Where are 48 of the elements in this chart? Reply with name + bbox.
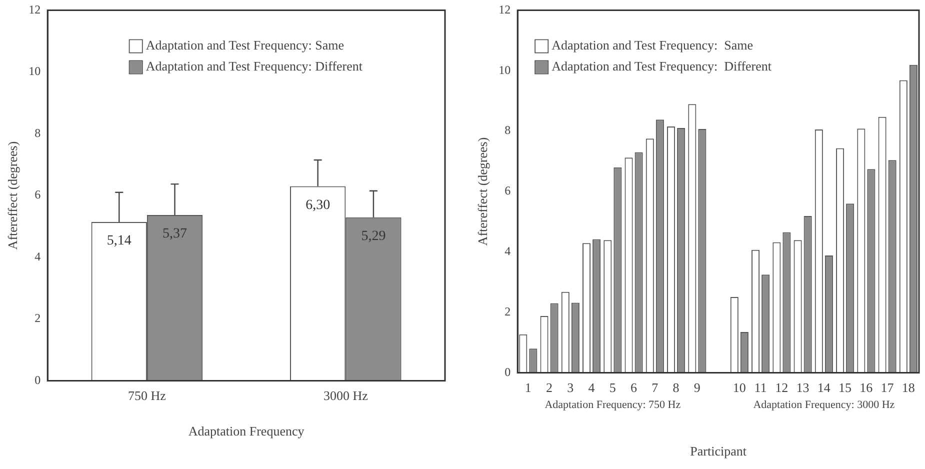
x-tick-label: 3 — [567, 380, 574, 396]
legend-label: Adaptation and Test Frequency: Different — [146, 58, 363, 74]
x-tick-label: 12 — [775, 380, 788, 396]
x-tick-label: 5 — [609, 380, 616, 396]
text: Adaptation Frequency: 3000 Hz — [753, 399, 895, 412]
x-tick-label: 4 — [588, 380, 596, 396]
y-tick-label: 12 — [498, 2, 511, 16]
y-tick-label: 8 — [504, 123, 511, 138]
x-tick-label: 3000 Hz — [323, 388, 368, 404]
x-axis-title: Participant — [690, 444, 747, 459]
x-tick-label: 15 — [838, 380, 852, 396]
y-tick-label: 6 — [504, 184, 511, 198]
legend-label: Adaptation and Test Frequency: Same — [146, 38, 344, 53]
y-tick-label: 2 — [34, 311, 41, 326]
x-tick-label: 8 — [672, 380, 680, 396]
x-axis-title: Adaptation Frequency — [188, 424, 305, 439]
x-tick-label: 11 — [754, 380, 767, 396]
x-tick-label: 16 — [860, 380, 874, 396]
y-tick-label: 4 — [504, 244, 511, 258]
x-tick-label: 13 — [796, 380, 810, 396]
y-axis-title: Aftereffect (degrees) — [475, 137, 490, 246]
text: Adaptation Frequency: 750 Hz — [544, 399, 681, 412]
data-label: 5,14 — [106, 234, 132, 249]
y-tick-label: 6 — [34, 188, 41, 202]
y-tick-label: 12 — [28, 2, 41, 16]
y-tick-label: 10 — [498, 62, 511, 77]
x-tick-label: 750 Hz — [128, 388, 166, 404]
data-label: 6,30 — [306, 198, 330, 213]
y-tick-label: 4 — [34, 249, 41, 264]
data-label: 5,37 — [162, 226, 188, 242]
y-tick-label: 0 — [34, 372, 41, 387]
x-tick-label: 17 — [880, 380, 894, 396]
x-tick-label: 14 — [817, 380, 831, 396]
legend-label: Adaptation and Test Frequency: Different — [552, 58, 772, 74]
x-tick-label: 2 — [546, 380, 553, 396]
y-axis-title: Aftereffect (degrees) — [5, 141, 20, 250]
x-tick-label: 18 — [902, 380, 915, 396]
data-label: 5,29 — [361, 229, 386, 244]
y-tick-label: 8 — [34, 126, 41, 140]
x-tick-label: 6 — [630, 380, 638, 396]
x-tick-label: 1 — [524, 380, 532, 396]
y-tick-label: 2 — [504, 304, 511, 319]
y-tick-label: 10 — [28, 64, 41, 78]
y-tick-label: 0 — [504, 364, 511, 379]
x-tick-label: 9 — [694, 380, 700, 396]
legend-label: Adaptation and Test Frequency: Same — [552, 38, 754, 53]
x-tick-label: 10 — [732, 380, 746, 396]
x-tick-label: 7 — [652, 380, 659, 396]
